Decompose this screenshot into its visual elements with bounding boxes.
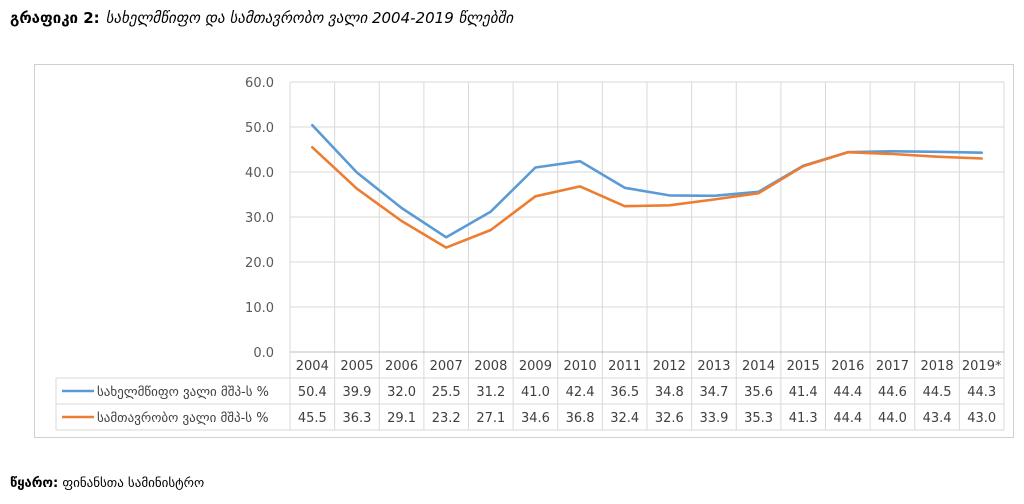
chart-caption: გრაფიკი 2: სახელმწიფო და სამთავრობო ვალი … [10, 9, 513, 27]
table-value-cell: 33.9 [699, 411, 728, 426]
table-value-cell: 41.4 [789, 385, 818, 400]
table-value-cell: 39.9 [342, 385, 371, 400]
caption-label: გრაფიკი 2: [10, 9, 100, 27]
caption-title: სახელმწიფო და სამთავრობო ვალი 2004-2019 … [105, 9, 514, 27]
x-category-label: 2015 [787, 359, 820, 374]
table-value-cell: 32.0 [387, 385, 416, 400]
x-category-label: 2012 [653, 359, 686, 374]
x-category-label: 2009 [519, 359, 552, 374]
x-category-label: 2004 [296, 359, 329, 374]
x-category-label: 2010 [564, 359, 597, 374]
y-tick-label: 60.0 [245, 76, 274, 91]
table-value-cell: 41.3 [789, 411, 818, 426]
chart-frame [34, 64, 1014, 438]
table-value-cell: 36.8 [566, 411, 595, 426]
table-value-cell: 32.4 [610, 411, 639, 426]
table-value-cell: 44.4 [833, 385, 862, 400]
table-value-cell: 41.0 [521, 385, 550, 400]
table-value-cell: 42.4 [566, 385, 595, 400]
table-value-cell: 34.8 [655, 385, 684, 400]
x-category-label: 2006 [385, 359, 418, 374]
x-category-label: 2011 [608, 359, 641, 374]
table-value-cell: 27.1 [476, 411, 505, 426]
table-value-cell: 43.0 [967, 411, 996, 426]
x-category-label: 2007 [430, 359, 463, 374]
y-tick-label: 30.0 [245, 211, 274, 226]
table-value-cell: 44.5 [923, 385, 952, 400]
table-value-cell: 29.1 [387, 411, 416, 426]
x-category-label: 2008 [474, 359, 507, 374]
legend-label: სამთავრობო ვალი მშპ-ს % [97, 411, 269, 426]
table-value-cell: 44.0 [878, 411, 907, 426]
series-line-1 [310, 146, 984, 249]
table-value-cell: 44.4 [833, 411, 862, 426]
y-tick-label: 20.0 [245, 256, 274, 271]
table-value-cell: 36.3 [342, 411, 371, 426]
table-value-cell: 35.6 [744, 385, 773, 400]
y-tick-label: 40.0 [245, 166, 274, 181]
table-value-cell: 34.6 [521, 411, 550, 426]
table-value-cell: 50.4 [298, 385, 327, 400]
x-category-label: 2014 [742, 359, 775, 374]
table-value-cell: 36.5 [610, 385, 639, 400]
source-label: წყარო: [10, 476, 59, 491]
table-value-cell: 44.6 [878, 385, 907, 400]
table-value-cell: 43.4 [923, 411, 952, 426]
source-text: ფინანსთა სამინისტრო [62, 476, 205, 491]
table-value-cell: 35.3 [744, 411, 773, 426]
x-category-label: 2018 [921, 359, 954, 374]
x-category-label: 2005 [340, 359, 373, 374]
x-category-label: 2019* [962, 359, 1002, 374]
x-category-label: 2016 [831, 359, 864, 374]
y-tick-label: 10.0 [245, 301, 274, 316]
table-value-cell: 23.2 [432, 411, 461, 426]
x-category-label: 2013 [697, 359, 730, 374]
source-note: წყარო: ფინანსთა სამინისტრო [10, 476, 204, 491]
legend-label: სახელმწიფო ვალი მშპ-ს % [97, 385, 269, 400]
table-value-cell: 44.3 [967, 385, 996, 400]
table-value-cell: 31.2 [476, 385, 505, 400]
y-tick-label: 0.0 [253, 346, 274, 361]
y-tick-label: 50.0 [245, 121, 274, 136]
table-value-cell: 25.5 [432, 385, 461, 400]
table-value-cell: 45.5 [298, 411, 327, 426]
table-value-cell: 32.6 [655, 411, 684, 426]
x-category-label: 2017 [876, 359, 909, 374]
series-line-0 [310, 123, 984, 239]
table-value-cell: 34.7 [699, 385, 728, 400]
